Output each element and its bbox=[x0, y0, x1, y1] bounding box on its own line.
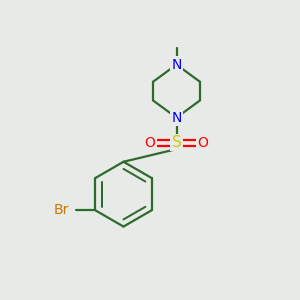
Text: Br: Br bbox=[54, 203, 69, 218]
Text: N: N bbox=[171, 58, 182, 72]
Text: N: N bbox=[171, 111, 182, 124]
Text: O: O bbox=[145, 136, 155, 150]
Text: O: O bbox=[198, 136, 208, 150]
Text: S: S bbox=[172, 135, 182, 150]
